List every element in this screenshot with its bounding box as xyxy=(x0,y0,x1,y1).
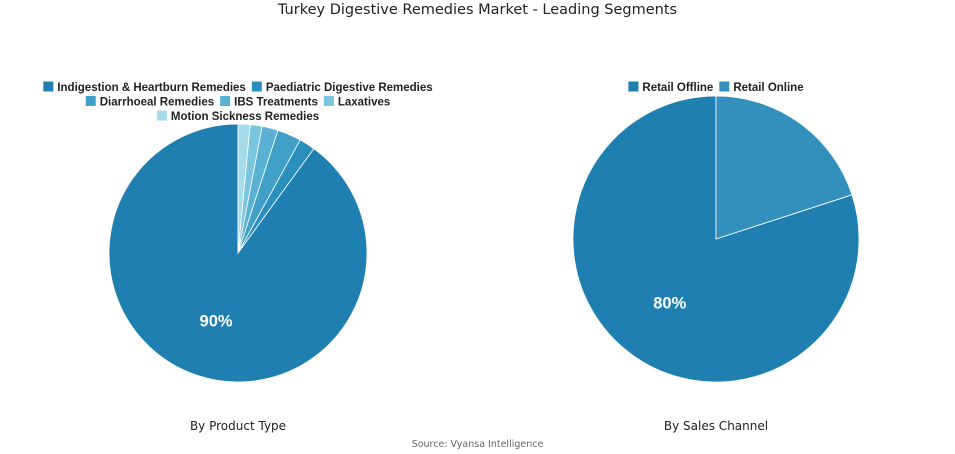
subtitle-sales-channel: By Sales Channel xyxy=(664,419,768,433)
legend-swatch xyxy=(220,96,231,106)
legend-swatch xyxy=(156,110,167,121)
legend-swatch xyxy=(323,96,334,106)
legend-swatch xyxy=(628,81,639,92)
legend-product-type: Indigestion & Heartburn Remedies Paediatr… xyxy=(43,81,433,123)
subtitle-product-type: By Product Type xyxy=(190,419,286,433)
pie-chart-product-type: 90% xyxy=(108,123,368,383)
legend-swatch xyxy=(719,81,730,92)
legend-swatch xyxy=(43,81,54,92)
legend-label: Motion Sickness Remedies xyxy=(171,111,319,123)
legend-swatch xyxy=(251,81,262,92)
legend-label: Retail Offline xyxy=(642,82,713,94)
chart-title: Turkey Digestive Remedies Market - Leadi… xyxy=(277,2,678,18)
legend-label: Laxatives xyxy=(338,97,390,109)
pie-slice-motion-sickness-remedies xyxy=(237,123,251,254)
pie-slice-retail-online xyxy=(715,95,853,240)
slice-percent-label: 90% xyxy=(200,312,233,330)
legend-label: Indigestion & Heartburn Remedies xyxy=(57,82,246,94)
legend-label: IBS Treatments xyxy=(234,97,318,109)
slice-percent-label: 80% xyxy=(653,295,686,313)
legend-swatch xyxy=(85,96,96,106)
legend-sales-channel: Retail Offline Retail Online xyxy=(628,81,804,94)
legend-label: Retail Online xyxy=(733,82,803,94)
legend-label: Paediatric Digestive Remedies xyxy=(266,82,433,94)
legend-label: Diarrhoeal Remedies xyxy=(100,97,214,109)
pie-chart-sales-channel: 80% xyxy=(572,95,860,383)
source-note: Source: Vyansa Intelligence xyxy=(411,439,544,450)
